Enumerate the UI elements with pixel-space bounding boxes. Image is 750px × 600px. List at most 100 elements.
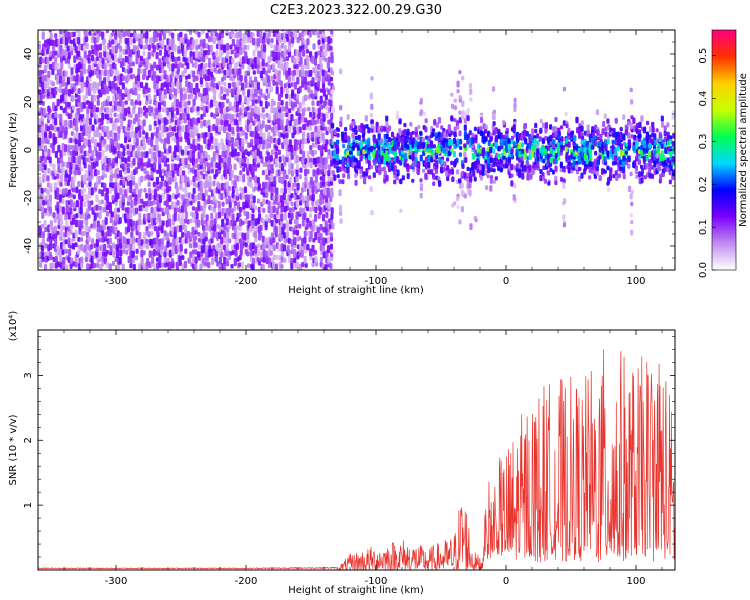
spectrogram-cell [106, 95, 110, 102]
spectrogram-cell [201, 224, 206, 231]
spectrogram-cell [270, 186, 274, 193]
spectrogram-cell [168, 242, 173, 247]
spectrogram-cell [64, 49, 68, 58]
spectrogram-cell [233, 174, 238, 182]
spectrogram-cell [38, 163, 42, 172]
spectrogram-cell [329, 45, 333, 51]
spectrogram-cell [173, 163, 178, 171]
spectrogram-cell [311, 193, 315, 202]
spectrogram-cell [181, 125, 185, 133]
spectrogram-cell [269, 250, 273, 256]
spectrogram-cell [213, 88, 217, 96]
spectrogram-cell [499, 167, 503, 173]
spectrogram-cell [374, 138, 379, 144]
spectrogram-cell [73, 55, 77, 63]
spectrogram-cell [456, 80, 460, 88]
spectrogram-cell [354, 135, 358, 141]
spectrogram-cell [143, 188, 147, 193]
spectrogram-cell [207, 119, 211, 126]
spectrogram-cell [79, 207, 83, 215]
spectrogram-cell [463, 193, 467, 199]
spectrogram-cell [95, 194, 99, 203]
spectrogram-cell [118, 51, 122, 60]
spectrogram-cell [161, 186, 165, 192]
spectrogram-cell [61, 198, 65, 205]
spectrogram-cell [101, 255, 105, 263]
spectrogram-cell [293, 257, 297, 263]
spectrogram-cell [84, 138, 89, 147]
spectrogram-cell [126, 207, 130, 214]
spectrogram-cell [369, 186, 373, 193]
spectrogram-cell [168, 176, 172, 185]
spectrogram-cell [181, 107, 185, 114]
spectrogram-cell [225, 88, 230, 97]
spectrogram-cell [95, 150, 99, 157]
spectrogram-cell [298, 101, 302, 108]
spectrogram-cell [66, 45, 70, 52]
spectrogram-cell [357, 134, 361, 141]
spectrogram-cell [135, 248, 139, 255]
spectrogram-cell [189, 200, 193, 206]
spectrogram-cell [197, 231, 201, 237]
spectrogram-cell [240, 82, 245, 91]
spectrogram-cell [59, 105, 63, 111]
spectrogram-cell [267, 163, 271, 171]
spectrogram-cell [212, 95, 217, 100]
spectrogram-cell [346, 166, 350, 174]
spectrogram-cell [316, 182, 321, 190]
spectrogram-cell [88, 180, 92, 187]
spectrogram-cell [168, 249, 172, 258]
spectrogram-cell [188, 236, 193, 242]
spectrogram-cell [247, 36, 251, 43]
spectrogram-cell [67, 237, 71, 245]
spectrogram-cell [126, 131, 131, 141]
spectrogram-cell [121, 75, 126, 81]
spectrogram-cell [131, 180, 136, 186]
spectrogram-cell [69, 229, 73, 235]
spectrogram-cell [51, 144, 55, 154]
spectrogram-cell [194, 88, 198, 96]
spectrogram-cell [406, 172, 410, 180]
spectrogram-cell [137, 238, 141, 246]
spectrogram-cell [290, 144, 294, 153]
spectrogram-cell [324, 126, 328, 132]
spectrogram-cell [147, 93, 152, 101]
spectrogram-cell [183, 117, 187, 124]
spectrogram-cell [218, 162, 222, 171]
spectrogram-cell [204, 261, 208, 267]
spectrogram-cell [195, 211, 199, 220]
spectrogram-cell [40, 126, 44, 132]
spectrogram-cell [468, 181, 472, 189]
spectrogram-cell [202, 211, 206, 219]
spectrogram-cell [168, 107, 172, 112]
spectrogram-cell [280, 187, 284, 194]
spectrogram-cell [59, 242, 64, 250]
spectrogram-cell [95, 181, 99, 188]
spectrogram-cell [142, 143, 146, 151]
spectrogram-cell [110, 211, 115, 218]
spectrogram-cell [106, 226, 111, 231]
spectrogram-cell [554, 165, 558, 172]
spectrogram-cell [163, 88, 167, 95]
spectrogram-cell [469, 88, 473, 95]
spectrogram-cell [290, 257, 294, 264]
spectrogram-cell [262, 132, 266, 141]
spectrogram-cell [123, 213, 128, 222]
spectrogram-cell [121, 204, 125, 211]
spectrogram-cell [131, 236, 136, 245]
spectrogram-cell [262, 113, 266, 120]
spectrogram-cell [121, 92, 125, 100]
spectrogram-cell [246, 263, 251, 268]
spectrogram-cell [82, 101, 86, 109]
spectrogram-cell [126, 167, 131, 174]
spectrogram-cell [443, 161, 447, 168]
spectrogram-cell [111, 45, 115, 54]
spectrogram-cell [135, 137, 139, 147]
spectrogram-cell [370, 209, 374, 216]
spectrogram-cell [78, 43, 82, 51]
spectrogram-cell [165, 119, 169, 125]
spectrogram-cell [168, 205, 172, 210]
spectrogram-cell [174, 63, 178, 69]
spectrogram-cell [398, 119, 402, 125]
spectrogram-cell [147, 87, 151, 93]
